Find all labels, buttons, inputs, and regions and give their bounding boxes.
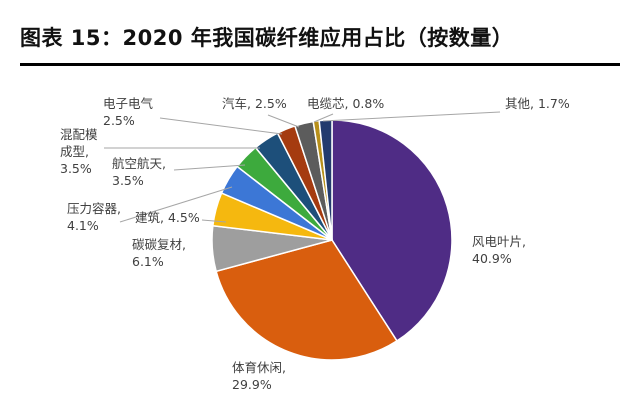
slice-label: 混配模 — [60, 127, 98, 142]
slice-label: 汽车, 2.5% — [222, 96, 287, 111]
slice-label: 建筑, 4.5% — [135, 210, 200, 225]
slice-label: 29.9% — [232, 377, 272, 392]
leader-line — [201, 219, 227, 223]
leader-line — [313, 113, 334, 123]
leader-line — [322, 111, 501, 122]
pie-slices — [211, 119, 453, 361]
pie-slice — [215, 239, 398, 361]
slice-label: 碳碳复材, — [132, 237, 186, 252]
slice-label: 2.5% — [103, 113, 135, 128]
slice-label: 成型, — [60, 144, 89, 159]
title-rule — [20, 63, 620, 66]
pie-slice — [318, 119, 333, 241]
leader-line — [173, 164, 246, 171]
slice-label: 40.9% — [472, 251, 512, 266]
slice-label: 3.5% — [60, 161, 92, 176]
slice-label: 其他, 1.7% — [505, 96, 570, 111]
slice-label: 6.1% — [132, 254, 164, 269]
leader-line — [159, 117, 283, 135]
slice-label: 4.1% — [67, 218, 99, 233]
chart-title: 图表 15：2020 年我国碳纤维应用占比（按数量） — [20, 26, 514, 50]
slice-label: 电子电气 — [103, 96, 154, 111]
slice-label: 航空航天, — [112, 156, 166, 171]
slice-labels: 风电叶片, 40.9% 体育休闲, 29.9% 碳碳复材, 6.1% 建筑, 4.5% 压力容… — [60, 96, 570, 392]
slice-label: 体育休闲, — [232, 360, 286, 375]
leader-line — [119, 186, 233, 223]
leader-lines — [104, 111, 501, 223]
leader-line — [267, 114, 300, 128]
slice-label: 压力容器, — [67, 201, 121, 216]
slice-label: 电缆芯, 0.8% — [307, 96, 384, 111]
slice-label: 风电叶片, — [472, 234, 526, 249]
slice-label: 3.5% — [112, 173, 144, 188]
